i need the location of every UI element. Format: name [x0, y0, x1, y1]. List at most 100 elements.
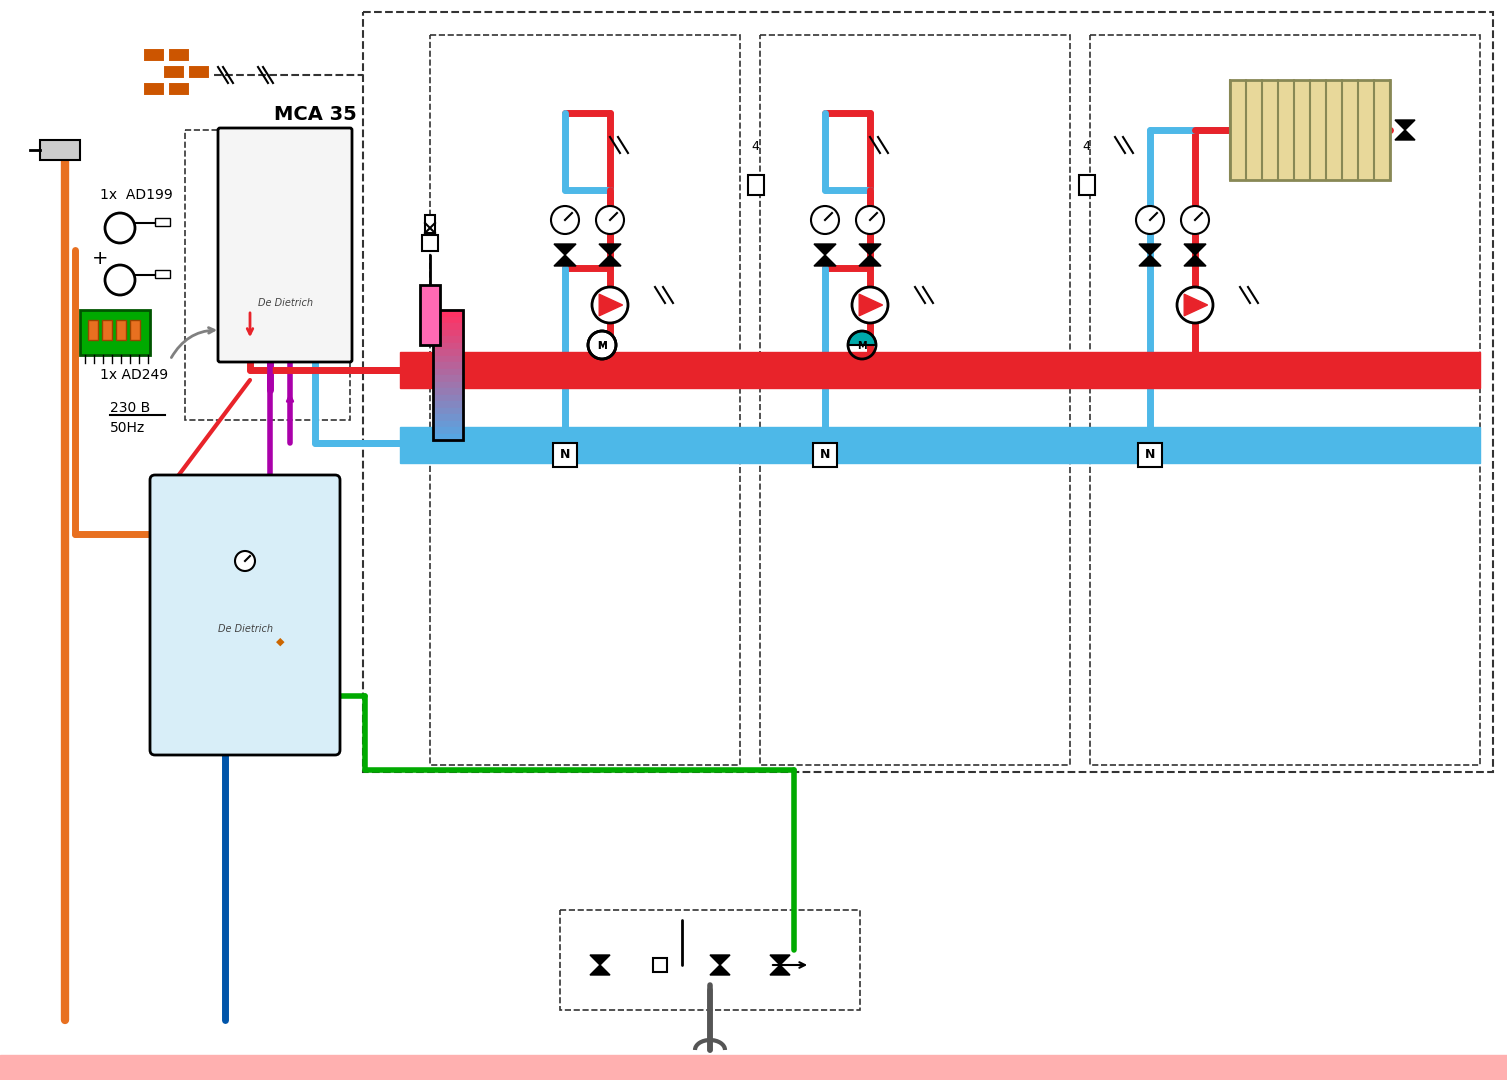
Text: M: M	[597, 341, 607, 351]
Bar	[1090, 35, 1480, 765]
Circle shape	[1177, 287, 1213, 323]
Wedge shape	[848, 330, 876, 345]
Circle shape	[856, 206, 885, 234]
Bar	[760, 35, 1070, 765]
Bar	[188, 65, 209, 79]
Text: M: M	[597, 341, 607, 351]
Circle shape	[1181, 206, 1209, 234]
Text: 230 B: 230 B	[110, 401, 151, 415]
Polygon shape	[814, 255, 836, 266]
Bar	[433, 316, 463, 324]
Bar	[433, 323, 463, 330]
Bar	[167, 82, 190, 96]
Bar	[653, 958, 668, 972]
Bar	[143, 82, 164, 96]
Bar	[433, 349, 463, 356]
Bar	[433, 401, 463, 408]
Bar	[80, 310, 151, 355]
Bar	[433, 310, 463, 318]
Circle shape	[235, 551, 255, 571]
Polygon shape	[1139, 255, 1160, 266]
Text: N: N	[559, 448, 570, 461]
Text: 4: 4	[1082, 140, 1090, 153]
Bar	[433, 407, 463, 415]
Bar	[433, 310, 463, 440]
Text: N: N	[1145, 448, 1156, 461]
Bar	[163, 65, 185, 79]
Bar	[420, 285, 440, 345]
Text: 1x AD249: 1x AD249	[99, 368, 169, 382]
Circle shape	[552, 206, 579, 234]
Polygon shape	[1185, 244, 1206, 255]
Bar	[422, 235, 439, 251]
Bar	[429, 35, 740, 765]
Polygon shape	[859, 294, 883, 315]
Bar	[433, 342, 463, 350]
Bar	[155, 270, 170, 278]
Bar	[1230, 80, 1389, 180]
Bar	[747, 175, 764, 195]
Bar	[433, 381, 463, 389]
Text: ◆: ◆	[276, 637, 285, 647]
Polygon shape	[859, 255, 882, 266]
Bar	[41, 140, 80, 160]
Text: N: N	[820, 448, 830, 461]
Bar	[425, 215, 436, 233]
Bar	[433, 336, 463, 343]
Bar	[116, 320, 127, 340]
Polygon shape	[598, 255, 621, 266]
Bar	[561, 910, 860, 1010]
Bar	[363, 12, 1493, 772]
Bar	[433, 414, 463, 421]
Circle shape	[811, 206, 839, 234]
Text: 50Hz: 50Hz	[110, 421, 145, 435]
Polygon shape	[710, 955, 729, 966]
Polygon shape	[555, 244, 576, 255]
Polygon shape	[591, 955, 610, 966]
Bar	[433, 329, 463, 337]
Polygon shape	[1185, 255, 1206, 266]
Bar	[185, 130, 350, 420]
Bar	[433, 420, 463, 428]
Wedge shape	[588, 330, 616, 345]
Polygon shape	[555, 255, 576, 266]
Polygon shape	[1395, 120, 1415, 130]
Bar	[433, 355, 463, 363]
Circle shape	[592, 287, 628, 323]
Bar	[399, 352, 1480, 388]
Polygon shape	[598, 244, 621, 255]
Bar	[102, 320, 112, 340]
Bar	[433, 427, 463, 434]
Bar	[553, 443, 577, 467]
Bar	[155, 218, 170, 226]
Polygon shape	[814, 244, 836, 255]
Text: De Dietrich: De Dietrich	[258, 297, 312, 308]
Polygon shape	[1395, 130, 1415, 140]
Bar	[130, 320, 140, 340]
FancyBboxPatch shape	[219, 129, 353, 362]
FancyBboxPatch shape	[151, 475, 341, 755]
Text: +: +	[92, 248, 109, 268]
Circle shape	[851, 287, 888, 323]
Bar	[143, 48, 164, 62]
Text: 1x  AD199: 1x AD199	[99, 188, 173, 202]
Bar	[433, 433, 463, 441]
Circle shape	[1136, 206, 1163, 234]
Bar	[399, 427, 1480, 463]
Bar	[433, 375, 463, 382]
Polygon shape	[770, 955, 790, 966]
Polygon shape	[770, 966, 790, 975]
Polygon shape	[1185, 294, 1207, 315]
Bar	[87, 320, 98, 340]
Bar	[231, 160, 341, 298]
Circle shape	[588, 330, 616, 359]
Bar	[1079, 175, 1096, 195]
Circle shape	[595, 206, 624, 234]
Bar	[812, 443, 836, 467]
Bar	[167, 48, 190, 62]
Bar	[0, 1055, 1507, 1080]
Text: M: M	[857, 341, 867, 351]
Text: De Dietrich: De Dietrich	[217, 623, 273, 634]
Polygon shape	[591, 966, 610, 975]
Bar	[433, 394, 463, 402]
